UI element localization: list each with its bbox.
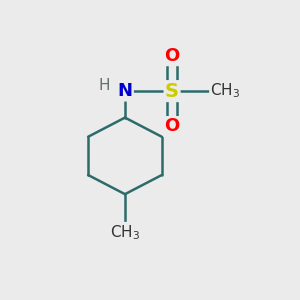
Text: O: O	[164, 47, 180, 65]
Text: O: O	[164, 117, 180, 135]
Text: H: H	[99, 78, 110, 93]
Text: CH$_3$: CH$_3$	[110, 223, 140, 242]
Text: N: N	[118, 82, 133, 100]
Text: CH$_3$: CH$_3$	[210, 82, 241, 100]
Text: S: S	[165, 82, 179, 100]
